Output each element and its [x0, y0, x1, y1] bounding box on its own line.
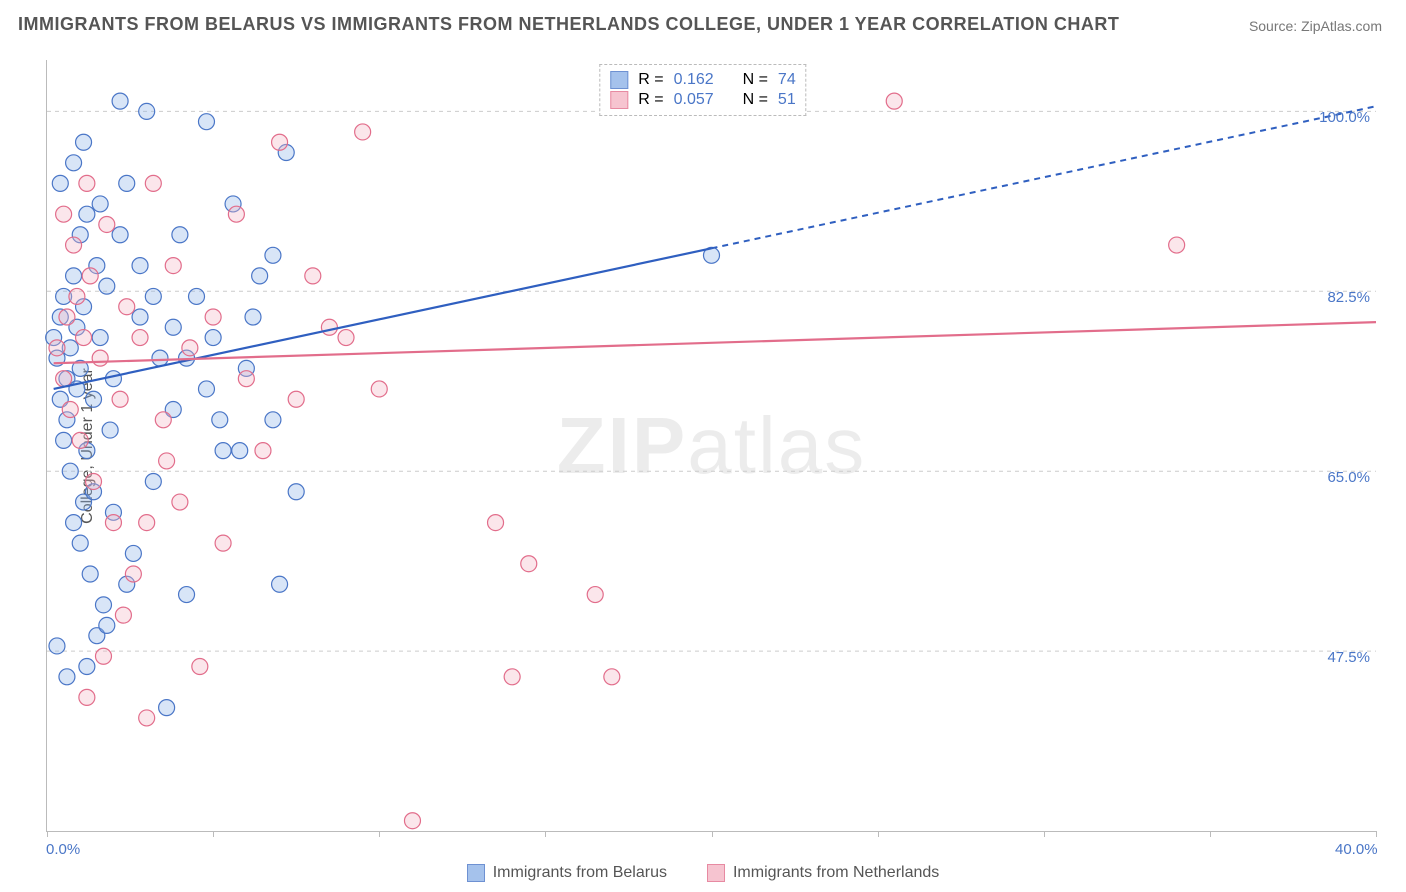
legend-item-belarus: Immigrants from Belarus: [467, 864, 667, 882]
legend-label-netherlands: Immigrants from Netherlands: [733, 864, 939, 882]
stat-label-n: N =: [743, 71, 768, 89]
stats-legend: R = 0.162 N = 74 R = 0.057 N = 51: [599, 64, 806, 116]
stat-label-r: R =: [638, 71, 663, 89]
y-tick-label: 47.5%: [1327, 649, 1370, 666]
stat-label-r: R =: [638, 91, 663, 109]
x-tick: [1376, 831, 1377, 837]
legend-item-netherlands: Immigrants from Netherlands: [707, 864, 939, 882]
x-tick: [379, 831, 380, 837]
x-tick: [878, 831, 879, 837]
plot-area: ZIPatlas: [46, 60, 1376, 832]
stats-row-netherlands: R = 0.057 N = 51: [610, 91, 795, 109]
x-axis-label: 0.0%: [46, 841, 80, 858]
series-legend: Immigrants from Belarus Immigrants from …: [0, 864, 1406, 882]
stat-n-netherlands: 51: [778, 91, 796, 109]
swatch-netherlands-icon: [610, 91, 628, 109]
correlation-chart: IMMIGRANTS FROM BELARUS VS IMMIGRANTS FR…: [0, 0, 1406, 892]
legend-label-belarus: Immigrants from Belarus: [493, 864, 667, 882]
swatch-belarus-icon: [610, 71, 628, 89]
stat-r-netherlands: 0.057: [674, 91, 714, 109]
x-tick: [47, 831, 48, 837]
x-tick: [1044, 831, 1045, 837]
stat-r-belarus: 0.162: [674, 71, 714, 89]
y-tick-label: 65.0%: [1327, 469, 1370, 486]
chart-title: IMMIGRANTS FROM BELARUS VS IMMIGRANTS FR…: [18, 14, 1119, 35]
x-tick: [213, 831, 214, 837]
stats-row-belarus: R = 0.162 N = 74: [610, 71, 795, 89]
y-tick-label: 82.5%: [1327, 289, 1370, 306]
source-attribution: Source: ZipAtlas.com: [1249, 18, 1382, 34]
stat-n-belarus: 74: [778, 71, 796, 89]
swatch-belarus-icon: [467, 864, 485, 882]
x-axis-label: 40.0%: [1335, 841, 1378, 858]
swatch-netherlands-icon: [707, 864, 725, 882]
chart-svg: [47, 60, 1376, 831]
stat-label-n: N =: [743, 91, 768, 109]
x-tick: [1210, 831, 1211, 837]
y-tick-label: 100.0%: [1319, 109, 1370, 126]
x-tick: [712, 831, 713, 837]
x-tick: [545, 831, 546, 837]
